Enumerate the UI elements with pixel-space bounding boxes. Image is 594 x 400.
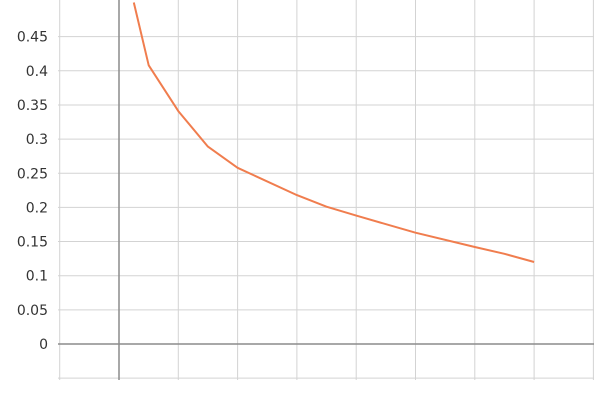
y-tick-label: 0.05: [17, 303, 48, 319]
axes: [58, 0, 594, 380]
series-line: [132, 2, 535, 263]
grid-lines: [58, 0, 594, 380]
y-tick-label: 0.3: [26, 132, 48, 148]
y-tick-label: 0.25: [17, 166, 48, 182]
y-tick-label: 0.2: [26, 200, 48, 216]
y-tick-label: 0.1: [26, 269, 48, 285]
y-tick-label: 0.35: [17, 98, 48, 114]
y-tick-label: 0.15: [17, 235, 48, 251]
y-tick-labels: 0 0.05 0.1 0.15 0.2 0.25 0.3 0.35 0.4 0.45: [17, 30, 48, 353]
y-tick-label: 0: [39, 337, 48, 353]
y-tick-label: 0.4: [26, 64, 48, 80]
y-tick-label: 0.45: [17, 30, 48, 46]
data-series: [132, 2, 535, 263]
